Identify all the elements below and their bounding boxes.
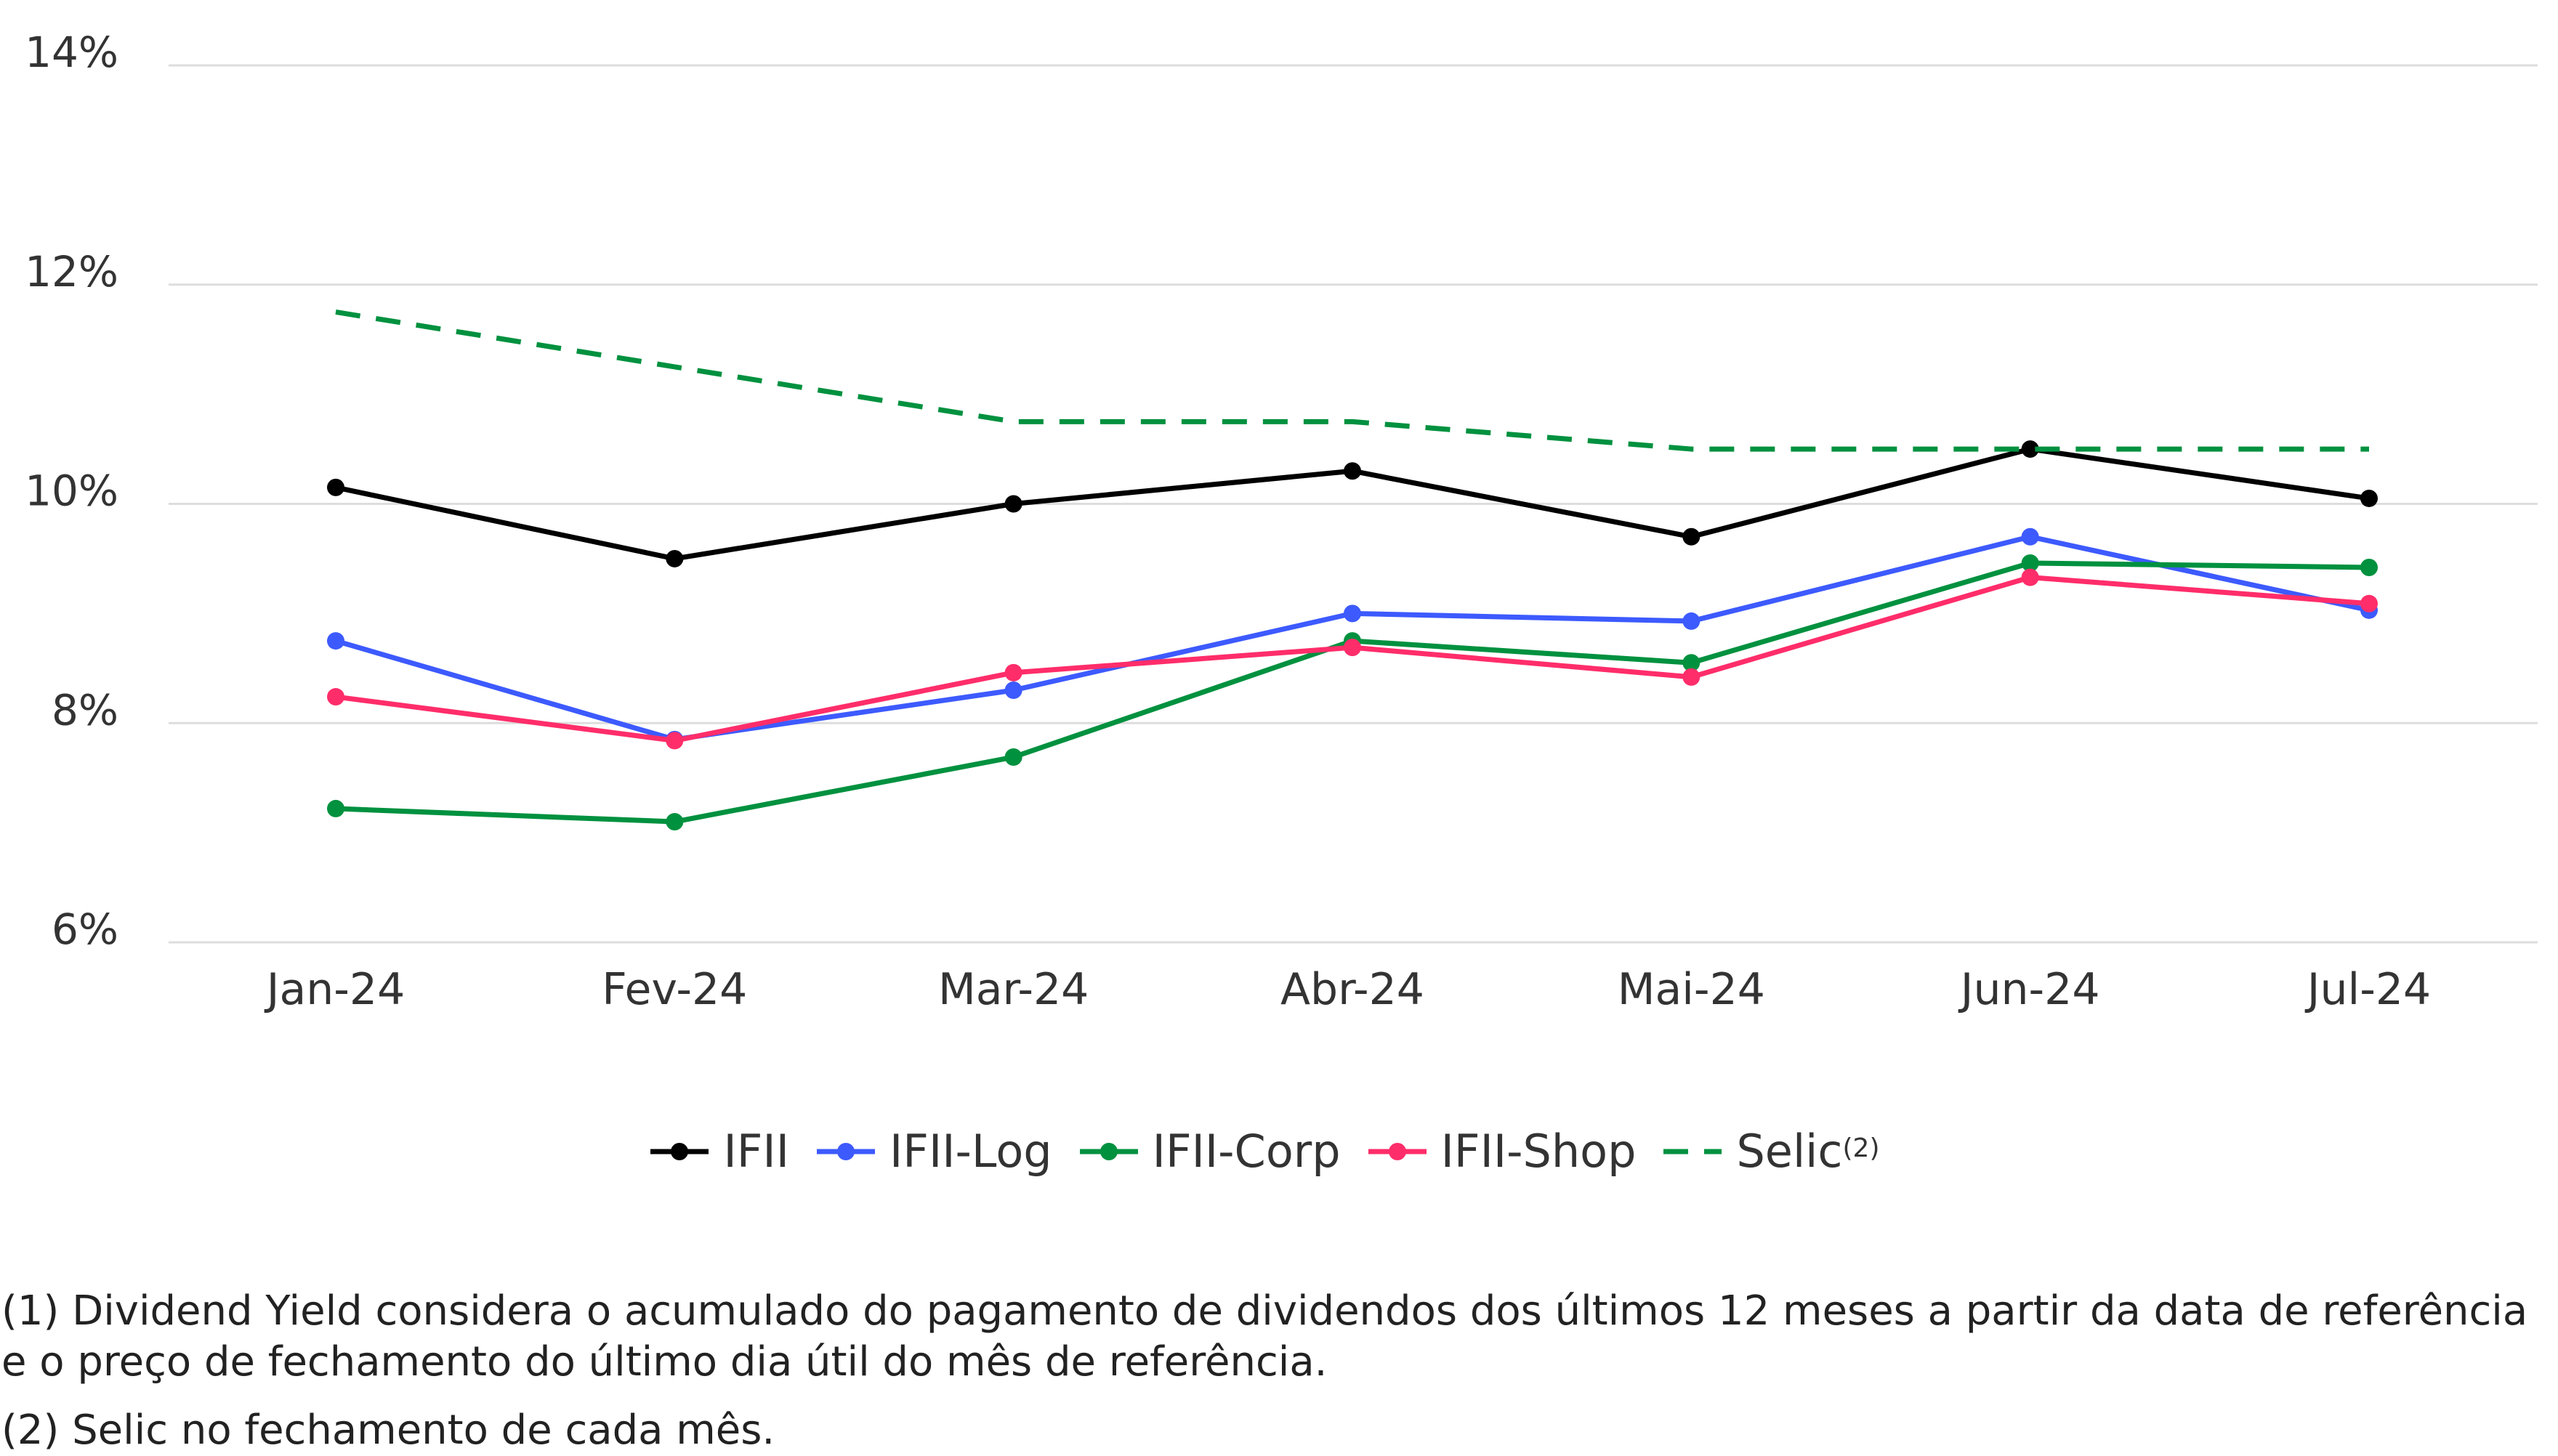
- legend-item-ifii-corp: IFII-Corp: [1079, 1125, 1341, 1178]
- legend-marker-icon: [1368, 1142, 1427, 1160]
- footnote-1: (1) Dividend Yield considera o acumulado…: [1, 1287, 2528, 1386]
- footnotes: (1) Dividend Yield considera o acumulado…: [1, 1286, 2545, 1456]
- data-point-ifii-shop: [1004, 663, 1022, 682]
- line-chart: 6% 8% 10% 12% 14% Jan-24 Fev-24 Mar-24 Abr-24 Mai…: [25, 28, 2538, 1015]
- data-point-ifii-corp: [666, 813, 684, 831]
- y-tick-label: 8%: [52, 685, 118, 735]
- footnote-2: (2) Selic no fechamento de cada mês.: [1, 1407, 775, 1454]
- legend: IFII IFII-Log IFII-Corp IFII-Shop Selic (2): [0, 1125, 2558, 1178]
- legend-item-ifii-log: IFII-Log: [817, 1125, 1052, 1178]
- legend-label: IFII-Corp: [1152, 1125, 1341, 1178]
- legend-marker-icon: [817, 1142, 876, 1160]
- legend-label: IFII-Log: [889, 1125, 1052, 1178]
- legend-item-ifii-shop: IFII-Shop: [1368, 1125, 1637, 1178]
- data-point-ifii-shop: [666, 732, 684, 750]
- data-point-ifii-shop: [327, 688, 344, 706]
- legend-label: IFII: [723, 1125, 790, 1178]
- x-tick-label: Jan-24: [264, 964, 406, 1015]
- data-point-ifii: [1004, 495, 1022, 513]
- legend-marker-icon: [650, 1142, 709, 1160]
- series-line-ifii-shop: [335, 575, 2370, 743]
- y-tick-label: 14%: [25, 28, 118, 77]
- legend-label: Selic: [1736, 1125, 1843, 1178]
- data-point-ifii-corp: [2360, 559, 2378, 577]
- x-tick-label: Fev-24: [602, 964, 747, 1015]
- legend-item-ifii: IFII: [650, 1125, 789, 1178]
- y-tick-label: 10%: [25, 466, 118, 516]
- legend-marker-icon: [1079, 1142, 1138, 1160]
- data-point-ifii: [327, 478, 344, 496]
- data-point-ifii-corp: [1682, 654, 1700, 672]
- x-tick-label: Jul-24: [2304, 964, 2431, 1015]
- data-point-ifii: [2360, 489, 2378, 507]
- data-point-ifii-shop: [1682, 668, 1700, 686]
- data-point-ifii-log: [327, 632, 344, 650]
- data-point-ifii-shop: [2360, 594, 2378, 612]
- x-tick-label: Jun-24: [1958, 964, 2100, 1015]
- data-point-ifii-log: [1344, 604, 1361, 623]
- x-tick-label: Mar-24: [938, 964, 1089, 1015]
- data-point-ifii: [1344, 462, 1361, 480]
- data-point-ifii-log: [2021, 527, 2039, 546]
- data-point-ifii-corp: [1004, 748, 1022, 767]
- data-point-ifii-shop: [2021, 568, 2039, 586]
- data-point-ifii-corp: [327, 799, 344, 817]
- legend-superscript: (2): [1842, 1133, 1880, 1163]
- data-point-ifii: [1682, 527, 1700, 546]
- data-point-ifii: [2021, 440, 2039, 458]
- series-line-selic: [335, 310, 2369, 452]
- x-tick-label: Mai-24: [1618, 964, 1765, 1015]
- legend-item-selic: Selic (2): [1663, 1125, 1880, 1178]
- data-point-ifii-log: [1682, 612, 1700, 630]
- data-point-ifii-shop: [1344, 639, 1361, 657]
- legend-label: IFII-Shop: [1440, 1125, 1637, 1178]
- data-point-ifii-corp: [2021, 554, 2039, 572]
- x-tick-label: Abr-24: [1280, 964, 1424, 1015]
- legend-dash-icon: [1663, 1149, 1722, 1154]
- series-line-ifii-corp: [335, 560, 2370, 825]
- y-tick-label: 12%: [25, 247, 118, 296]
- y-tick-label: 6%: [52, 905, 118, 954]
- data-point-ifii-log: [1004, 681, 1022, 699]
- data-point-ifii: [666, 549, 684, 567]
